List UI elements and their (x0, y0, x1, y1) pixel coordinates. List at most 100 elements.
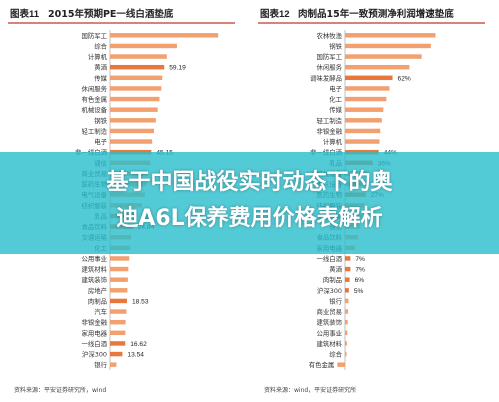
bar-家用电器 (110, 330, 126, 336)
bar-有色金属 (110, 96, 160, 102)
bar-电子 (110, 139, 153, 144)
bar-计算机 (110, 54, 167, 59)
category-label: 房地产 (88, 286, 107, 295)
category-label: 建筑材料 (81, 265, 107, 274)
category-label: 有色金属 (81, 95, 107, 104)
bar-建筑材料 (345, 341, 347, 346)
bar-传媒 (110, 75, 163, 81)
bar-轻工制造 (110, 128, 154, 134)
bar-计算机 (345, 139, 380, 144)
category-label: 化工 (329, 95, 342, 104)
category-label: 综合 (94, 41, 107, 50)
data-label: 16.62 (130, 341, 147, 348)
bar-建筑装饰 (110, 277, 128, 282)
category-label: 肉制品 (88, 296, 107, 305)
chart-title: 肉制品15年一致预测净利润增速垫底 (298, 8, 454, 20)
category-label: 公用事业 (316, 328, 342, 337)
bar-房地产 (110, 288, 128, 293)
bar-黄酒 (110, 64, 165, 70)
bar-机械设备 (110, 107, 158, 112)
category-label: 肉制品 (323, 275, 342, 284)
category-label: 计算机 (323, 137, 343, 146)
category-label: 非银金融 (81, 318, 107, 327)
category-label: 轻工制造 (316, 116, 342, 125)
category-label: 国防军工 (81, 31, 107, 40)
bar-综合 (110, 43, 177, 49)
bar-公用事业 (345, 330, 348, 336)
category-label: 电子 (329, 84, 342, 93)
category-label: 电子 (94, 137, 107, 146)
data-label: 18.53 (132, 298, 149, 305)
category-label: 家用电器 (81, 328, 107, 337)
bar-黄酒 (345, 266, 351, 272)
chart-title: 2015年预期PE一线白酒垫底 (48, 8, 174, 20)
bar-沪深300 (110, 351, 123, 357)
category-label: 银行 (94, 360, 107, 369)
bar-非银金融 (345, 128, 381, 134)
bar-肉制品 (345, 277, 350, 282)
bar-轻工制造 (345, 118, 382, 123)
bar-钢铁 (110, 118, 156, 123)
category-label: 沪深300 (82, 350, 107, 359)
bar-一线白酒 (345, 256, 351, 261)
category-label: 黄酒 (94, 63, 107, 72)
category-label: 传媒 (94, 73, 107, 82)
category-label: 国防军工 (316, 52, 342, 61)
bar-调味发酵品 (345, 75, 393, 81)
bar-化工 (345, 96, 387, 102)
data-label: 6% (355, 277, 365, 284)
bar-肉制品 (110, 298, 127, 304)
category-label: 钢铁 (94, 116, 107, 125)
category-label: 机械设备 (81, 105, 107, 114)
bar-综合 (345, 351, 347, 357)
category-label: 公用事业 (81, 254, 107, 263)
bar-建筑装饰 (345, 319, 348, 325)
chart-title-number: 图表12 (260, 8, 290, 20)
bar-银行 (110, 362, 117, 367)
headline-line-1: 基于中国战役实时动态下的奥 (106, 170, 393, 195)
bar-有色金属 (337, 362, 345, 367)
bar-钢铁 (345, 43, 431, 49)
bar-非银金融 (110, 319, 126, 325)
category-label: 传媒 (329, 105, 342, 114)
data-label: 59.19 (169, 65, 186, 72)
chart-title-number: 图表11 (10, 8, 40, 20)
source-note: 资料来源：wind，平安证券研究所 (264, 386, 356, 394)
bar-电子 (345, 86, 390, 91)
bar-国防军工 (345, 54, 422, 59)
bar-汽车 (110, 309, 127, 314)
category-label: 休闲服务 (81, 84, 107, 93)
category-label: 建筑装饰 (316, 318, 342, 327)
category-label: 休闲服务 (316, 63, 342, 72)
category-label: 钢铁 (329, 41, 342, 50)
bar-国防军工 (110, 33, 219, 38)
headline-banner (0, 152, 499, 254)
category-label: 建筑装饰 (81, 275, 107, 284)
source-note: 资料来源：平安证券研究所，wind (14, 386, 106, 394)
bar-商业贸易 (345, 309, 349, 314)
bar-休闲服务 (110, 86, 162, 91)
category-label: 商业贸易 (316, 307, 342, 316)
category-label: 非银金融 (316, 126, 342, 135)
category-label: 有色金属 (309, 360, 335, 369)
bar-公用事业 (110, 256, 130, 261)
category-label: 建筑材料 (316, 339, 342, 348)
category-label: 轻工制造 (81, 126, 107, 135)
category-label: 沪深300 (317, 286, 342, 295)
bar-银行 (345, 298, 349, 304)
bar-建筑材料 (110, 266, 129, 272)
data-label: 7% (355, 267, 365, 274)
bar-沪深300 (345, 288, 349, 293)
data-label: 5% (354, 288, 364, 295)
category-label: 综合 (329, 350, 342, 359)
bar-农林牧渔 (345, 33, 436, 38)
category-label: 银行 (329, 296, 342, 305)
data-label: 62% (398, 75, 411, 82)
data-label: 7% (355, 256, 365, 263)
category-label: 计算机 (88, 52, 108, 61)
category-label: 一线白酒 (316, 254, 342, 263)
category-label: 农林牧渔 (316, 31, 342, 40)
bar-休闲服务 (345, 64, 410, 70)
data-label: 13.54 (127, 352, 144, 359)
category-label: 调味发酵品 (310, 73, 342, 82)
